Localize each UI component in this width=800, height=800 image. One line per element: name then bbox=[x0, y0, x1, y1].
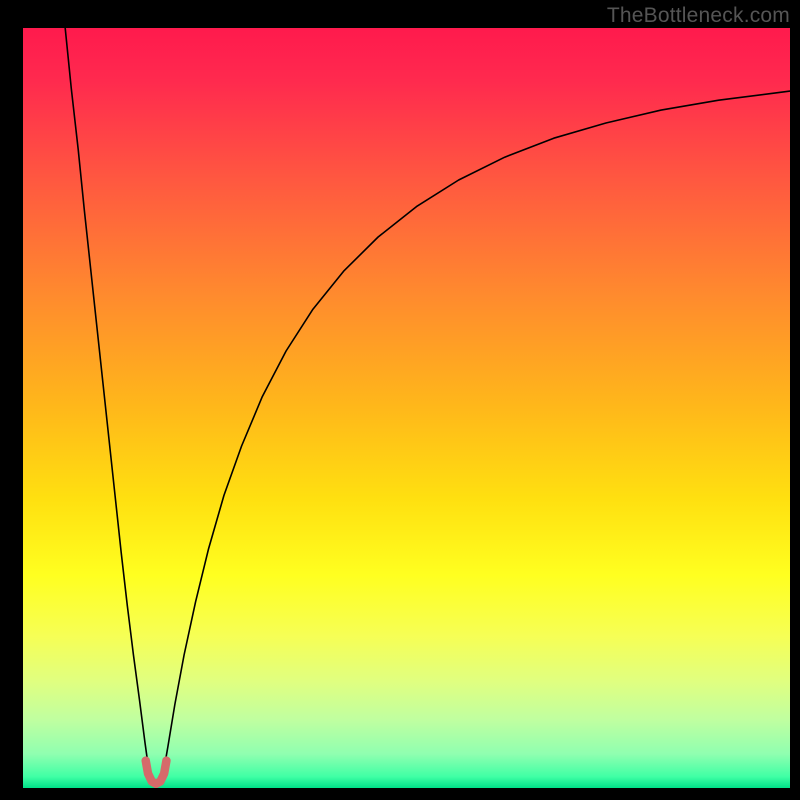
watermark-text: TheBottleneck.com bbox=[607, 4, 790, 28]
gradient-background bbox=[23, 28, 790, 788]
chart-plot-area bbox=[23, 28, 790, 788]
